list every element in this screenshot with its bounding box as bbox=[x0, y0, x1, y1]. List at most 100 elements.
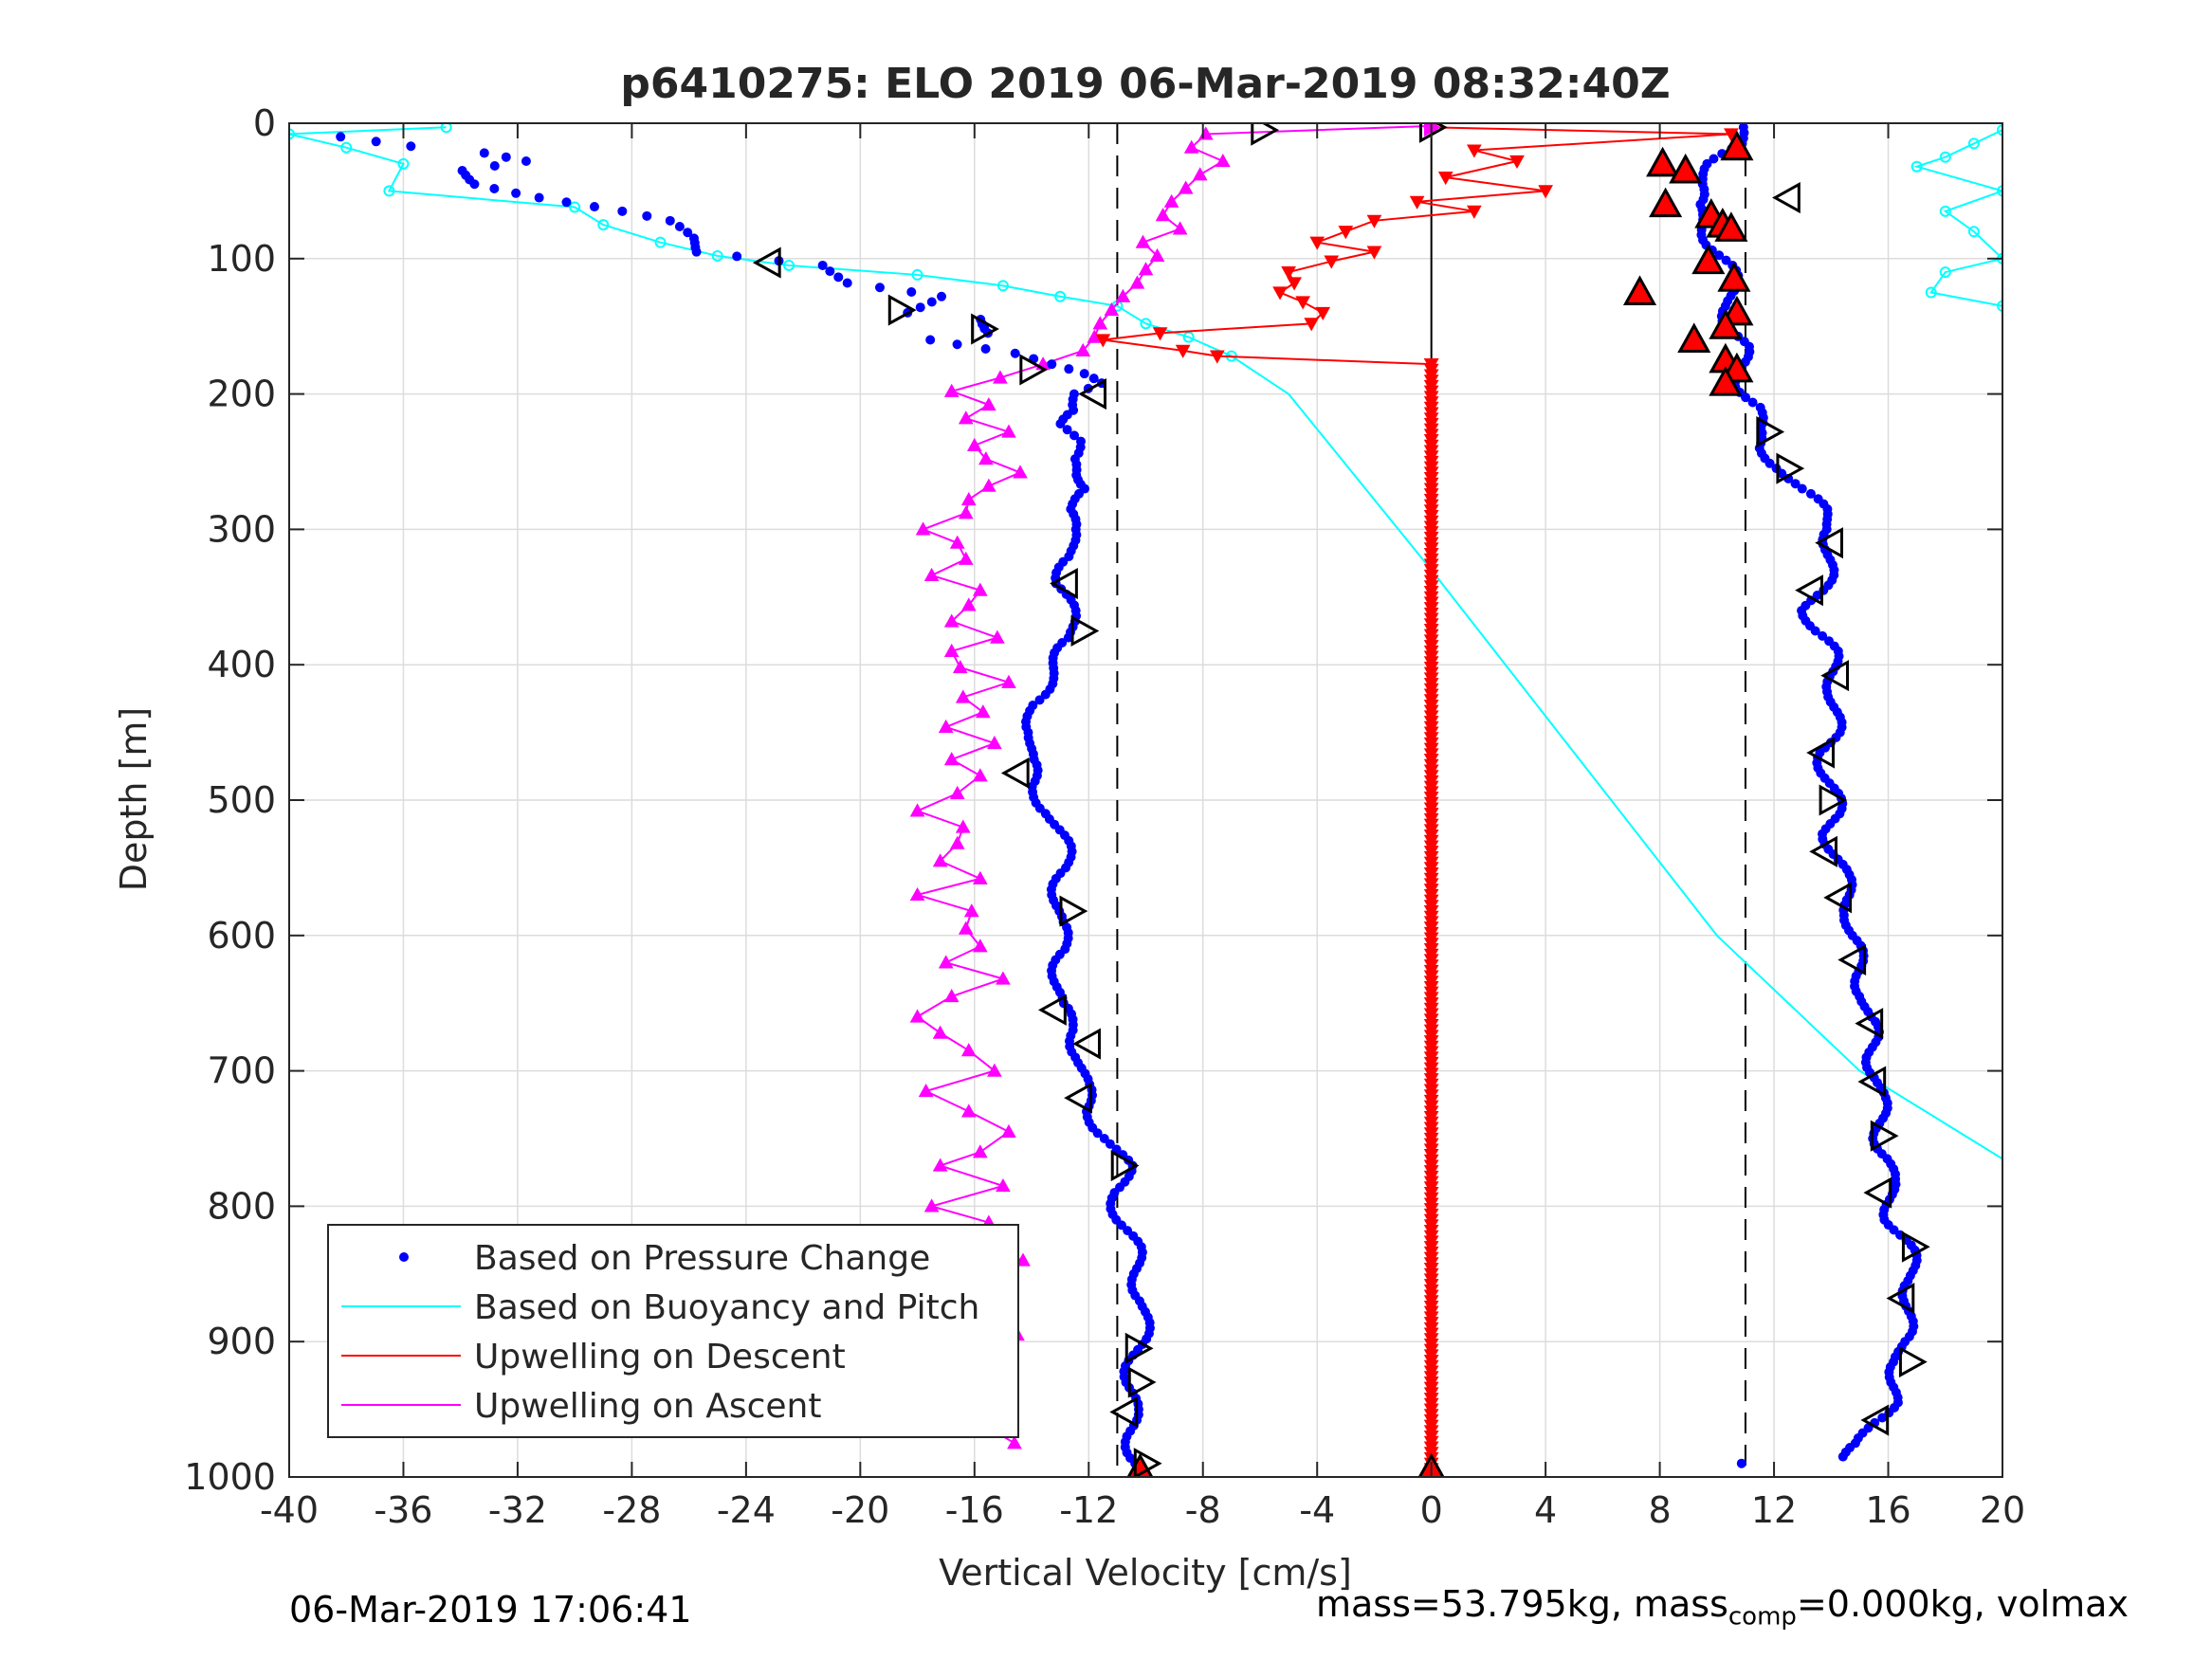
pressure-descent-dot bbox=[906, 287, 917, 298]
flagged-marker bbox=[1720, 130, 1754, 161]
buoyancy-marker bbox=[783, 259, 795, 271]
upwelling-ascent-marker bbox=[1192, 167, 1208, 181]
pitch-marker bbox=[1820, 660, 1850, 692]
upwelling-descent-line bbox=[1103, 126, 1731, 366]
y-tick-label: 600 bbox=[207, 915, 276, 957]
pitch-marker bbox=[1870, 1120, 1899, 1152]
pressure-descent-dot bbox=[1062, 425, 1072, 435]
upwelling-descent-marker bbox=[1366, 214, 1382, 228]
y-tick-label: 100 bbox=[207, 238, 276, 280]
pressure-descent-dot bbox=[1063, 632, 1073, 643]
pressure-descent-dot bbox=[732, 251, 742, 262]
upwelling-ascent-marker bbox=[1115, 288, 1131, 302]
pressure-descent-dot bbox=[1105, 1139, 1115, 1149]
pressure-descent-dot bbox=[371, 137, 381, 147]
upwelling-ascent-marker bbox=[1138, 262, 1154, 276]
upwelling-descent-marker bbox=[1538, 185, 1553, 199]
upwelling-ascent-marker bbox=[949, 835, 965, 849]
upwelling-ascent-marker bbox=[932, 1025, 948, 1039]
buoyancy-marker bbox=[996, 280, 1009, 292]
y-tick-label: 300 bbox=[207, 508, 276, 550]
series-layer bbox=[289, 123, 2002, 1477]
upwelling-ascent-marker bbox=[960, 597, 977, 611]
pressure-ascent-dot bbox=[1702, 158, 1712, 169]
upwelling-ascent-marker bbox=[909, 886, 925, 902]
pressure-descent-dot bbox=[1079, 369, 1089, 379]
upwelling-ascent-marker bbox=[943, 989, 960, 1003]
footer-mass-info: mass=53.795kg, masscomp=0.000kg, volmax bbox=[1316, 1583, 2129, 1632]
pitch-marker bbox=[1809, 835, 1837, 867]
upwelling-ascent-marker bbox=[990, 629, 1005, 644]
pitch-marker bbox=[752, 246, 781, 279]
pitch-marker bbox=[1038, 994, 1067, 1026]
upwelling-ascent-marker bbox=[1013, 465, 1028, 479]
upwelling-ascent-marker bbox=[1183, 139, 1199, 154]
pitch-marker bbox=[1127, 1366, 1157, 1398]
x-tick-label: -24 bbox=[717, 1489, 776, 1531]
upwelling-descent-marker bbox=[1209, 350, 1225, 364]
upwelling-ascent-marker bbox=[943, 643, 960, 658]
flagged-marker bbox=[1714, 211, 1748, 242]
pressure-descent-dot bbox=[589, 202, 599, 212]
upwelling-ascent-marker bbox=[952, 660, 968, 674]
pressure-descent-dot bbox=[534, 192, 544, 203]
buoyancy-marker bbox=[1054, 290, 1067, 302]
buoyancy-marker bbox=[711, 249, 723, 262]
upwelling-ascent-marker bbox=[972, 582, 988, 596]
pressure-descent-dot bbox=[617, 206, 628, 216]
buoyancy-descent-line bbox=[289, 126, 2002, 1160]
upwelling-ascent-marker bbox=[1129, 275, 1145, 289]
legend-box bbox=[327, 1224, 1019, 1438]
legend-label: Upwelling on Descent bbox=[474, 1338, 846, 1376]
pitch-marker bbox=[1823, 882, 1853, 914]
buoyancy-marker bbox=[1910, 160, 1923, 173]
upwelling-ascent-marker bbox=[909, 803, 925, 817]
pitch-marker bbox=[1855, 1008, 1884, 1040]
upwelling-descent-marker bbox=[1324, 255, 1340, 269]
x-tick-label: -32 bbox=[488, 1489, 547, 1531]
upwelling-ascent-marker bbox=[1001, 674, 1016, 688]
upwelling-ascent-marker bbox=[949, 535, 965, 549]
y-tick-label: 400 bbox=[207, 644, 276, 685]
pressure-descent-dot bbox=[1064, 364, 1074, 374]
pitch-marker bbox=[1815, 527, 1843, 559]
buoyancy-marker bbox=[569, 201, 581, 213]
upwelling-ascent-marker bbox=[996, 1177, 1011, 1193]
upwelling-ascent-marker bbox=[1155, 208, 1171, 222]
pitch-marker bbox=[1772, 181, 1801, 214]
buoyancy-marker bbox=[1997, 300, 2002, 312]
pitch-marker bbox=[1124, 1332, 1154, 1364]
buoyancy-marker bbox=[340, 141, 353, 154]
pressure-descent-dot bbox=[980, 344, 991, 354]
upwelling-ascent-marker bbox=[1075, 342, 1091, 357]
upwelling-descent-marker bbox=[1509, 155, 1525, 170]
buoyancy-marker bbox=[1967, 226, 1980, 238]
pitch-marker bbox=[1795, 574, 1823, 607]
pitch-marker bbox=[1000, 757, 1030, 789]
upwelling-descent-marker bbox=[1315, 306, 1331, 320]
upwelling-descent-marker bbox=[1304, 318, 1320, 332]
upwelling-descent-marker bbox=[1437, 172, 1453, 186]
pressure-descent-dot bbox=[683, 228, 693, 238]
series-clip-group bbox=[289, 123, 2002, 1477]
buoyancy-marker bbox=[1140, 318, 1152, 330]
pitch-marker bbox=[1070, 614, 1100, 647]
buoyancy-marker bbox=[440, 123, 452, 134]
pressure-descent-dot bbox=[1088, 374, 1099, 384]
upwelling-ascent-marker bbox=[958, 410, 974, 425]
pressure-descent-dot bbox=[501, 152, 511, 162]
upwelling-ascent-marker bbox=[1215, 153, 1231, 168]
upwelling-ascent-marker bbox=[949, 785, 965, 799]
x-tick-label: 8 bbox=[1649, 1489, 1672, 1531]
buoyancy-marker bbox=[1939, 205, 1951, 217]
flagged-marker bbox=[1709, 309, 1743, 339]
pressure-ascent-dot bbox=[1812, 591, 1822, 601]
flagged-marker bbox=[1669, 153, 1703, 184]
upwelling-ascent-marker bbox=[960, 1043, 977, 1057]
y-tick-label: 200 bbox=[207, 374, 276, 415]
pressure-descent-dot bbox=[406, 141, 416, 152]
pressure-descent-dot bbox=[665, 215, 675, 226]
buoyancy-marker bbox=[1997, 124, 2002, 137]
pressure-descent-dot bbox=[691, 246, 702, 257]
upwelling-ascent-marker bbox=[932, 853, 948, 867]
